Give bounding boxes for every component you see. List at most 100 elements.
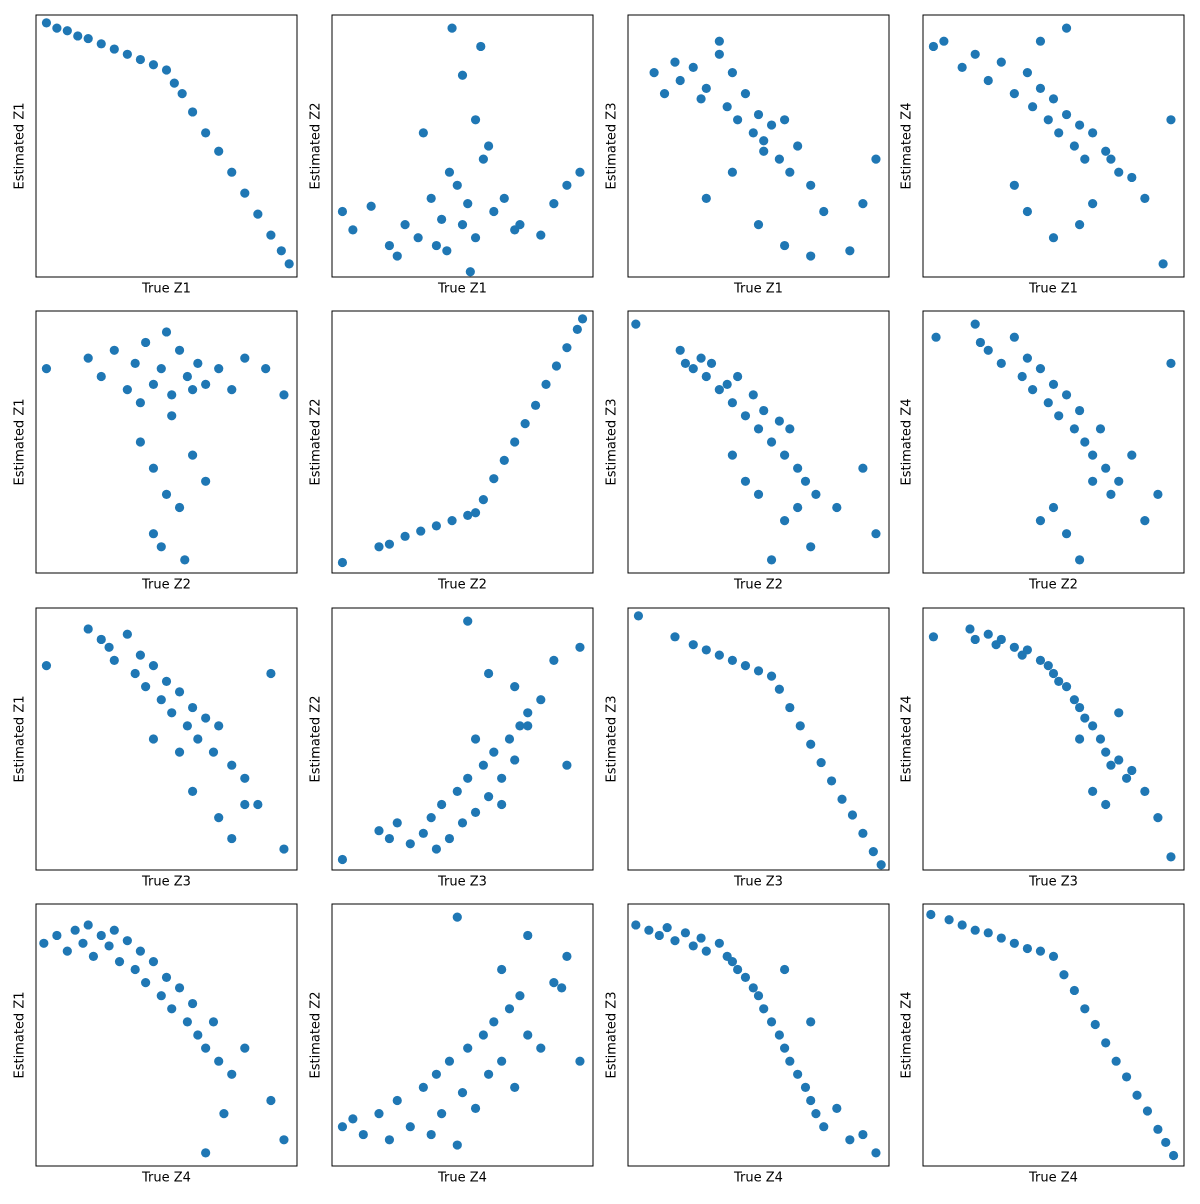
scatter-point — [696, 353, 706, 363]
scatter-point — [240, 353, 250, 363]
scatter-point — [141, 978, 151, 988]
scatter-point — [83, 920, 93, 930]
scatter-point — [470, 508, 481, 518]
scatter-point — [253, 799, 263, 810]
scatter-point — [83, 353, 93, 363]
scatter-point — [871, 529, 881, 539]
scatter-point — [688, 640, 698, 650]
scatter-point — [1101, 1038, 1111, 1048]
scatter-point — [148, 734, 159, 744]
scatter-point — [174, 747, 185, 757]
scatter-point — [279, 390, 289, 400]
scatter-point — [1069, 695, 1079, 705]
scatter-point — [1166, 115, 1176, 125]
scatter-point — [926, 909, 936, 920]
scatter-point — [688, 941, 698, 951]
scatter-point — [515, 721, 525, 731]
scatter-point — [748, 983, 758, 993]
scatter-point — [983, 75, 993, 86]
scatter-point — [39, 938, 49, 948]
scatter-point — [1048, 379, 1059, 389]
scatter-point — [1054, 676, 1064, 686]
scatter-point — [135, 54, 145, 65]
scatter-point — [431, 1069, 441, 1079]
scatter-point — [201, 128, 211, 138]
scatter-point — [214, 146, 224, 156]
scatter-point — [426, 1129, 436, 1140]
scatter-point — [774, 1030, 784, 1040]
scatter-point — [284, 259, 294, 269]
scatter-point — [400, 220, 410, 230]
scatter-point — [135, 946, 145, 956]
scatter-point — [1090, 1019, 1100, 1030]
scatter-point — [83, 624, 93, 634]
scatter-point — [832, 502, 842, 513]
scatter-point — [520, 419, 530, 429]
scatter-point — [167, 411, 177, 421]
scatter-point — [759, 146, 769, 156]
scatter-point — [1101, 747, 1111, 757]
scatter-point — [253, 209, 263, 219]
scatter-point — [1153, 1124, 1163, 1134]
scatter-point — [785, 702, 795, 713]
scatter-point — [701, 83, 711, 93]
x-axis-label: True Z3 — [1028, 875, 1078, 890]
scatter-point — [279, 844, 289, 854]
y-axis-label: Estimated Z4 — [900, 399, 915, 486]
scatter-point — [557, 983, 567, 993]
scatter-point — [753, 109, 764, 120]
scatter-point — [1080, 154, 1090, 164]
scatter-point — [766, 555, 777, 565]
scatter-point — [489, 747, 499, 757]
scatter-point — [996, 634, 1006, 645]
scatter-point — [806, 542, 816, 552]
scatter-point — [109, 345, 119, 355]
scatter-point — [575, 167, 585, 177]
x-axis-label: True Z4 — [733, 1171, 783, 1186]
scatter-point — [148, 379, 159, 389]
scatter-point — [499, 193, 509, 203]
scatter-point — [70, 925, 80, 935]
scatter-point — [188, 107, 198, 117]
scatter-point — [384, 833, 395, 844]
scatter-point — [62, 26, 72, 36]
scatter-point — [201, 1043, 211, 1053]
scatter-point — [572, 324, 582, 334]
scatter-point — [73, 31, 83, 41]
scatter-point — [219, 1109, 229, 1119]
scatter-point — [180, 555, 190, 565]
scatter-point — [457, 220, 468, 230]
scatter-point — [631, 319, 641, 329]
scatter-point — [662, 922, 672, 933]
scatter-point — [740, 661, 751, 671]
scatter-point — [261, 364, 271, 374]
plot-frame — [35, 310, 298, 574]
scatter-point — [1142, 1106, 1153, 1116]
scatter-point — [727, 68, 738, 78]
scatter-point — [1101, 463, 1111, 473]
scatter-point — [845, 246, 855, 256]
scatter-point — [780, 516, 790, 526]
y-axis-label: Estimated Z4 — [900, 103, 915, 190]
scatter-point — [714, 938, 724, 948]
x-axis-label: True Z1 — [733, 282, 783, 297]
scatter-point — [575, 642, 585, 652]
scatter-point — [88, 951, 99, 962]
scatter-point — [1088, 786, 1098, 797]
scatter-point — [701, 193, 711, 203]
scatter-point — [463, 616, 473, 626]
scatter-point — [515, 991, 525, 1001]
scatter-point — [208, 1017, 219, 1027]
scatter-point — [109, 925, 119, 935]
scatter-point — [675, 75, 685, 86]
scatter-point — [649, 68, 659, 78]
scatter-point — [871, 1148, 881, 1158]
scatter-point — [52, 23, 62, 33]
scatter-point — [437, 1109, 447, 1119]
scatter-point — [1153, 813, 1163, 823]
scatter-point — [562, 951, 572, 962]
scatter-point — [400, 531, 410, 541]
scatter-point — [766, 437, 777, 447]
scatter-point — [148, 661, 159, 671]
scatter-point — [722, 379, 732, 389]
